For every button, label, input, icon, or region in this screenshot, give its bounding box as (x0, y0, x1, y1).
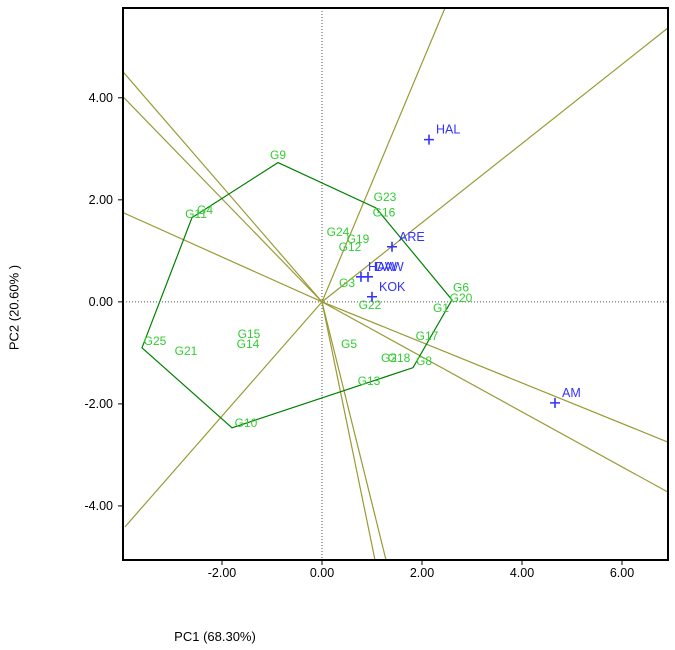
genotype-label-G20: G20 (450, 291, 473, 305)
x-axis-title: PC1 (68.30%) (0, 629, 675, 644)
y-tick-label: 0.00 (89, 295, 113, 309)
convex-hull-polygon (141, 161, 453, 429)
genotype-label-G4: G4 (197, 203, 213, 217)
genotype-label-G6: G6 (453, 280, 469, 294)
genotype-label-G16: G16 (373, 205, 396, 219)
genotype-label-G3: G3 (339, 276, 355, 290)
genotype-label-G1: G1 (433, 301, 449, 315)
genotype-label-G9: G9 (270, 148, 286, 162)
environment-label-AM: AM (562, 386, 581, 400)
environment-marker-HAL (424, 134, 434, 145)
x-tick-label: 2.00 (410, 566, 434, 580)
genotype-label-G13: G13 (358, 374, 381, 388)
x-tick-label: 0.00 (310, 566, 334, 580)
genotype-label-G25: G25 (144, 334, 167, 348)
genotype-label-G2: G2 (381, 351, 397, 365)
environment-marker-KOK (367, 291, 377, 302)
sector-ray-3 (321, 301, 669, 443)
sector-ray-2 (321, 27, 669, 303)
genotype-label-G11: G11 (185, 207, 207, 221)
genotype-label-G8: G8 (416, 354, 432, 368)
environment-label-KOK: KOK (379, 280, 406, 294)
genotype-label-G22: G22 (359, 298, 382, 312)
sector-ray-1 (321, 7, 446, 303)
y-tick-label: -4.00 (85, 499, 114, 513)
genotype-label-G17: G17 (416, 329, 439, 343)
y-axis-title: PC2 (20.60% ) (7, 208, 22, 408)
plot-border (122, 7, 669, 561)
environment-marker-DAW (363, 271, 373, 282)
y-tick-label: 4.00 (89, 91, 113, 105)
sector-ray-4 (321, 301, 669, 493)
y-tick-label: -2.00 (85, 397, 114, 411)
sector-ray-9 (122, 212, 323, 303)
environment-marker-ARE (387, 241, 397, 252)
genotype-label-G23: G23 (374, 190, 397, 204)
genotype-label-G19: G19 (347, 232, 370, 246)
sector-ray-6 (321, 301, 387, 561)
sector-ray-7 (122, 71, 323, 303)
x-tick-label: 4.00 (510, 566, 534, 580)
genotype-label-G21: G21 (175, 344, 198, 358)
environment-marker-AM (550, 397, 560, 408)
x-axis-title-text: PC1 (68.30%) (174, 629, 256, 644)
environment-label-HAW: HAW (368, 260, 397, 274)
y-tick-label: 2.00 (89, 193, 113, 207)
genotype-label-G18: G18 (388, 351, 411, 365)
sector-ray-8 (122, 96, 323, 303)
y-axis-title-text: PC2 (20.60% ) (6, 264, 22, 351)
genotype-label-G12: G12 (339, 240, 362, 254)
x-tick-label: 6.00 (610, 566, 634, 580)
x-tick-label: -2.00 (208, 566, 237, 580)
environment-label-HAL: HAL (436, 123, 460, 137)
genotype-label-G24: G24 (327, 225, 350, 239)
genotype-label-G5: G5 (341, 337, 357, 351)
genotype-label-G14: G14 (237, 337, 260, 351)
sector-ray-10 (124, 301, 323, 528)
genotype-label-G15: G15 (238, 327, 261, 341)
sector-ray-5 (321, 301, 376, 561)
genotype-label-G10: G10 (235, 416, 258, 430)
environment-label-ARE: ARE (399, 230, 425, 244)
environment-label-DAW: DAW (375, 260, 404, 274)
